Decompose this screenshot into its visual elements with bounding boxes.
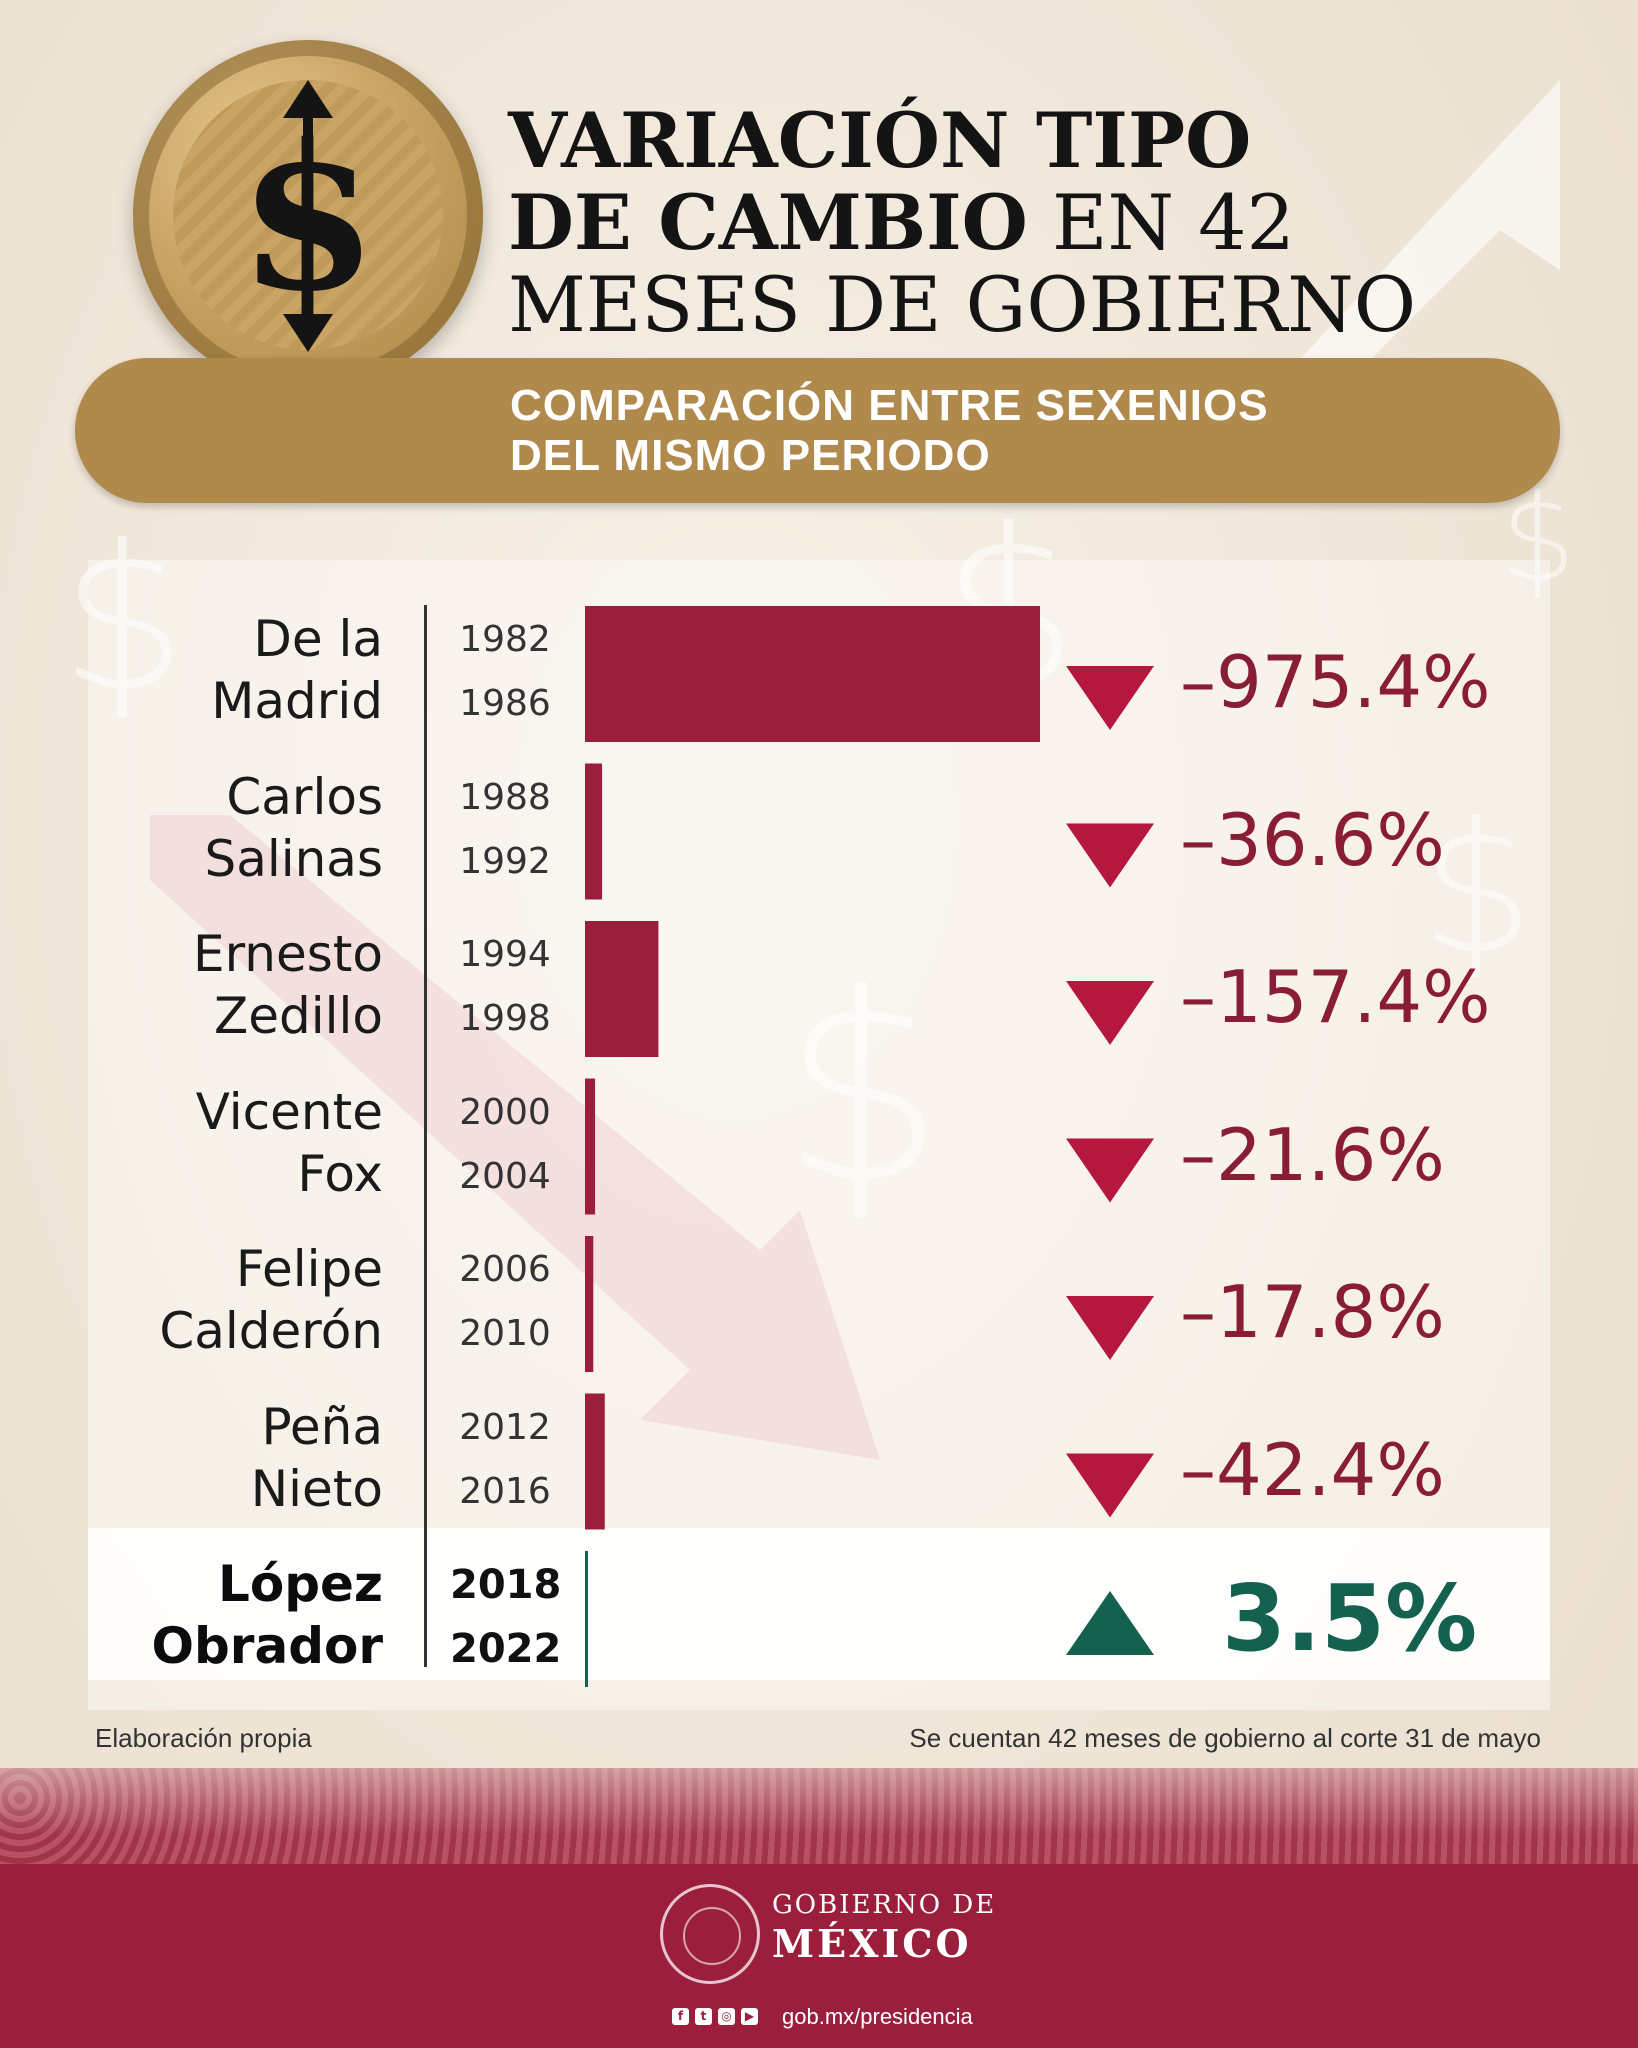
president-name-line: Madrid [211, 672, 383, 730]
background-dollar-icon: $ [1500, 470, 1577, 609]
term-year: 2000 [459, 1091, 551, 1133]
term-years: 2012 2016 [450, 1396, 560, 1524]
title-line-2-thin: EN 42 [1052, 178, 1295, 267]
term-year: 1998 [459, 998, 551, 1039]
highlight-row-background [88, 1528, 1550, 1680]
variation-label: –36.6% [1180, 797, 1445, 882]
data-bar [585, 763, 603, 900]
president-name-line: Zedillo [213, 987, 383, 1045]
down-arrow-icon [1066, 823, 1154, 888]
term-years: 2006 2010 [450, 1238, 560, 1366]
president-name-line: De la [253, 610, 383, 668]
president-name-line: Nieto [250, 1459, 383, 1518]
term-year: 2012 [459, 1406, 551, 1448]
president-name-line: Ernesto [193, 925, 383, 983]
president-name-line: Obrador [151, 1617, 384, 1675]
down-arrow-icon [1066, 981, 1154, 1045]
variation-label: –21.6% [1180, 1112, 1445, 1197]
website-link[interactable]: gob.mx/presidencia [782, 2004, 973, 2029]
subtitle-line-2: DEL MISMO PERIODO [510, 431, 991, 480]
title-line-1: VARIACIÓN TIPO [508, 96, 1252, 185]
down-arrow-icon [1066, 1453, 1154, 1518]
president-name-line: Vicente [195, 1082, 383, 1141]
title-line-2-bold: DE CAMBIO [508, 178, 1028, 267]
term-years: 2018 2022 [450, 1553, 562, 1681]
term-year: 1994 [459, 934, 551, 975]
data-bar [585, 1393, 605, 1530]
president-name-line: López [217, 1555, 383, 1613]
title-line-3: MESES DE GOBIERNO [508, 260, 1417, 349]
president-name-line: Carlos [226, 767, 383, 826]
government-logo-text: GOBIERNO DE MÉXICO [772, 1888, 996, 1966]
variation-label: –17.8% [1180, 1270, 1445, 1354]
facebook-icon[interactable]: f [672, 2008, 689, 2025]
dollar-arrows-icon: $ [238, 80, 378, 352]
term-year: 1992 [459, 840, 551, 882]
national-seal-icon [660, 1884, 760, 1984]
down-arrow-icon [1066, 1138, 1154, 1203]
president-name: López Obrador [83, 1553, 384, 1677]
term-years: 1994 1998 [450, 923, 560, 1051]
president-name: Vicente Fox [83, 1081, 383, 1205]
president-name-line: Peña [261, 1397, 383, 1456]
coin-dollar-symbol: $ [238, 101, 377, 336]
term-year: 2006 [459, 1249, 551, 1290]
president-name-line: Salinas [204, 829, 383, 888]
page-title: VARIACIÓN TIPO DE CAMBIO EN 42 MESES DE … [508, 100, 1416, 346]
background-dollar-icon: $ [60, 503, 188, 736]
data-bar [585, 1078, 596, 1215]
term-year: 2016 [459, 1470, 551, 1512]
footer [0, 1864, 1638, 2048]
president-name: De la Madrid [83, 608, 383, 732]
instagram-icon[interactable]: ◎ [718, 2008, 735, 2025]
chart-panel [88, 560, 1550, 1710]
variation-label: –42.4% [1180, 1427, 1445, 1512]
down-arrow-icon [1066, 1296, 1154, 1360]
term-year: 1986 [459, 683, 551, 724]
president-name: Felipe Calderón [83, 1238, 383, 1362]
term-year: 2018 [450, 1562, 562, 1608]
government-line-1: GOBIERNO DE [772, 1890, 997, 1920]
president-name-line: Fox [297, 1144, 383, 1203]
twitter-icon[interactable]: t [695, 2008, 712, 2025]
background-dollar-icon: $ [1420, 785, 1535, 994]
term-year: 2022 [450, 1626, 562, 1672]
term-year: 2010 [459, 1313, 551, 1354]
variation-label: 3.5% [1222, 1565, 1478, 1672]
pattern-fade [0, 1768, 1638, 1864]
data-bar [585, 606, 1040, 742]
background-dollar-icon: $ [780, 939, 946, 1241]
variation-label: –975.4% [1180, 640, 1491, 724]
social-icons: f t ◎ ▶ [672, 2008, 758, 2025]
period-note: Se cuentan 42 meses de gobierno al corte… [909, 1723, 1541, 1753]
term-year: 2004 [459, 1155, 551, 1197]
data-bar [585, 1551, 588, 1687]
data-bar [585, 1236, 594, 1372]
government-line-2: MÉXICO [772, 1921, 972, 1966]
term-years: 1982 1986 [450, 608, 560, 736]
term-year: 1982 [459, 619, 551, 660]
source-note: Elaboración propia [95, 1723, 312, 1753]
president-name-line: Felipe [235, 1240, 383, 1298]
subtitle-line-1: COMPARACIÓN ENTRE SEXENIOS [510, 381, 1269, 430]
coin-logo: $ [133, 40, 483, 390]
down-arrow-icon [1066, 666, 1154, 730]
background-down-arrow-icon [150, 815, 880, 1460]
term-years: 2000 2004 [450, 1081, 560, 1209]
term-year: 1988 [459, 776, 551, 818]
youtube-icon[interactable]: ▶ [741, 2008, 758, 2025]
president-name: Ernesto Zedillo [83, 923, 383, 1047]
president-name-line: Calderón [159, 1302, 383, 1360]
president-name: Carlos Salinas [83, 766, 383, 890]
variation-label: –157.4% [1180, 955, 1491, 1039]
up-arrow-icon [1066, 1591, 1154, 1655]
subtitle-banner: COMPARACIÓN ENTRE SEXENIOS DEL MISMO PER… [75, 358, 1560, 503]
president-name: Peña Nieto [83, 1396, 383, 1520]
term-years: 1988 1992 [450, 766, 560, 894]
chart-divider-line [424, 605, 427, 1667]
data-bar [585, 921, 659, 1057]
